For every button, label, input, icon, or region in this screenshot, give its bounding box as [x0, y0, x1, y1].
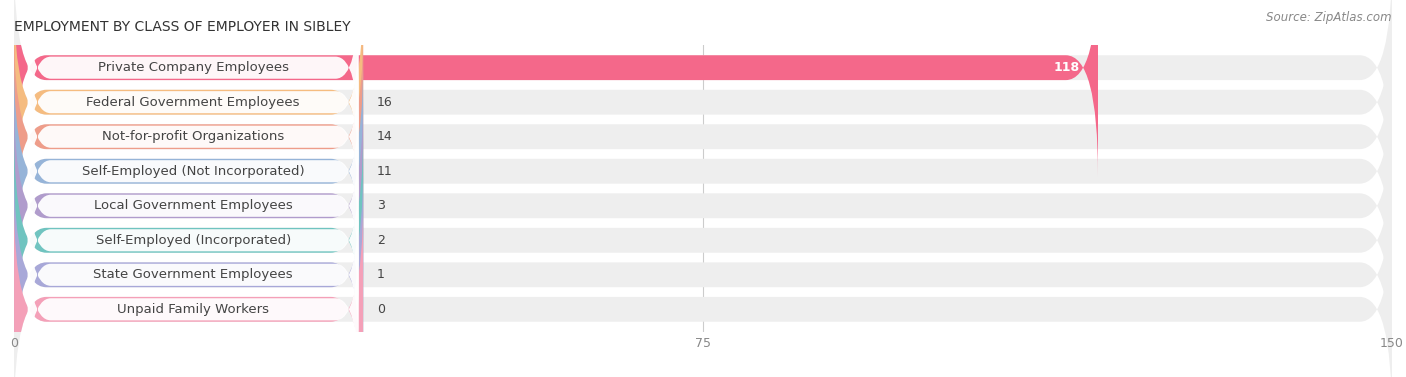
Text: Unpaid Family Workers: Unpaid Family Workers	[117, 303, 269, 316]
FancyBboxPatch shape	[28, 0, 359, 143]
FancyBboxPatch shape	[14, 0, 363, 211]
FancyBboxPatch shape	[14, 28, 363, 245]
Text: Private Company Employees: Private Company Employees	[97, 61, 288, 74]
Text: 1: 1	[377, 268, 385, 281]
Text: EMPLOYMENT BY CLASS OF EMPLOYER IN SIBLEY: EMPLOYMENT BY CLASS OF EMPLOYER IN SIBLE…	[14, 20, 350, 34]
Text: Self-Employed (Incorporated): Self-Employed (Incorporated)	[96, 234, 291, 247]
Text: Self-Employed (Not Incorporated): Self-Employed (Not Incorporated)	[82, 165, 305, 178]
FancyBboxPatch shape	[28, 199, 359, 350]
Text: 16: 16	[377, 96, 392, 109]
FancyBboxPatch shape	[14, 201, 1392, 377]
FancyBboxPatch shape	[14, 97, 363, 314]
FancyBboxPatch shape	[14, 132, 1392, 349]
Text: 3: 3	[377, 199, 385, 212]
Text: 2: 2	[377, 234, 385, 247]
FancyBboxPatch shape	[28, 61, 359, 212]
FancyBboxPatch shape	[14, 201, 363, 377]
FancyBboxPatch shape	[28, 165, 359, 316]
Text: 0: 0	[377, 303, 385, 316]
Text: State Government Employees: State Government Employees	[93, 268, 292, 281]
FancyBboxPatch shape	[14, 0, 1392, 176]
Text: Federal Government Employees: Federal Government Employees	[86, 96, 299, 109]
Text: Local Government Employees: Local Government Employees	[94, 199, 292, 212]
Text: 14: 14	[377, 130, 392, 143]
FancyBboxPatch shape	[14, 97, 1392, 314]
FancyBboxPatch shape	[14, 166, 1392, 377]
FancyBboxPatch shape	[14, 132, 363, 349]
FancyBboxPatch shape	[14, 166, 363, 377]
FancyBboxPatch shape	[28, 130, 359, 281]
FancyBboxPatch shape	[28, 27, 359, 178]
FancyBboxPatch shape	[14, 63, 363, 280]
FancyBboxPatch shape	[14, 28, 1392, 245]
FancyBboxPatch shape	[14, 0, 1098, 176]
FancyBboxPatch shape	[28, 234, 359, 377]
FancyBboxPatch shape	[14, 63, 1392, 280]
FancyBboxPatch shape	[28, 96, 359, 247]
Text: Source: ZipAtlas.com: Source: ZipAtlas.com	[1267, 11, 1392, 24]
Text: Not-for-profit Organizations: Not-for-profit Organizations	[103, 130, 284, 143]
Text: 11: 11	[377, 165, 392, 178]
FancyBboxPatch shape	[14, 0, 1392, 211]
Text: 118: 118	[1053, 61, 1080, 74]
